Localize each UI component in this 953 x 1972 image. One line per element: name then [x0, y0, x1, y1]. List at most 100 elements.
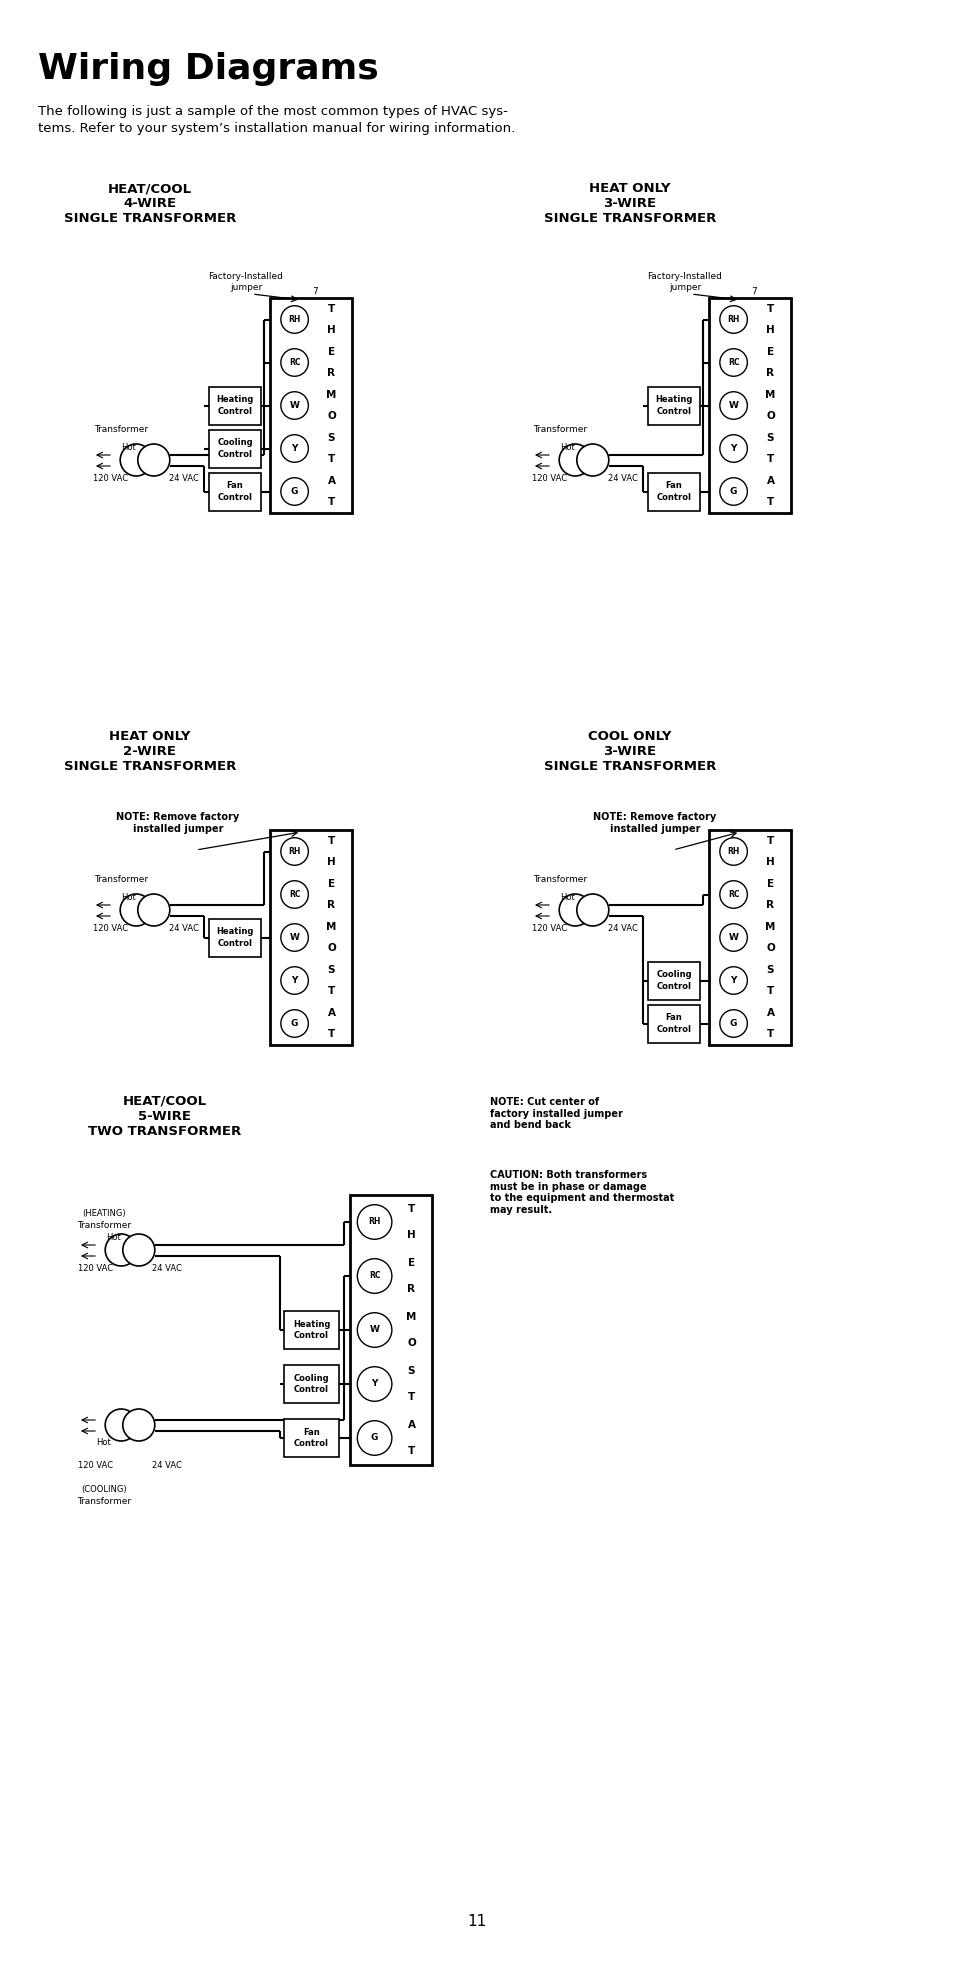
Text: T: T	[408, 1392, 415, 1402]
Bar	[209, 919, 261, 956]
Text: NOTE: Cut center of
factory installed jumper
and bend back: NOTE: Cut center of factory installed ju…	[490, 1096, 622, 1130]
Text: R: R	[407, 1284, 416, 1294]
Text: T: T	[328, 304, 335, 314]
Circle shape	[280, 923, 308, 951]
Circle shape	[720, 966, 746, 994]
Text: 7: 7	[312, 286, 317, 296]
Text: Control: Control	[656, 982, 691, 990]
Text: W: W	[369, 1325, 379, 1335]
Circle shape	[720, 923, 746, 951]
Text: O: O	[407, 1339, 416, 1349]
Text: R: R	[327, 901, 335, 911]
Bar	[647, 387, 700, 424]
Text: 24 VAC: 24 VAC	[607, 473, 638, 483]
Text: Control: Control	[217, 406, 253, 416]
Text: jumper: jumper	[230, 284, 262, 292]
Text: (HEATING): (HEATING)	[82, 1209, 126, 1219]
Text: RC: RC	[289, 359, 300, 367]
Text: Control: Control	[217, 493, 253, 501]
Text: O: O	[765, 412, 774, 422]
Text: 120 VAC: 120 VAC	[78, 1264, 113, 1274]
Text: Cooling: Cooling	[217, 438, 253, 448]
Text: M: M	[406, 1311, 416, 1321]
Circle shape	[280, 306, 308, 333]
Text: 7: 7	[750, 286, 756, 296]
Text: E: E	[766, 880, 773, 889]
Text: RC: RC	[727, 889, 739, 899]
Circle shape	[357, 1367, 392, 1402]
Text: 24 VAC: 24 VAC	[152, 1461, 182, 1469]
Text: R: R	[765, 901, 774, 911]
Text: G: G	[729, 1020, 737, 1027]
Circle shape	[105, 1234, 137, 1266]
Circle shape	[123, 1410, 154, 1442]
Text: T: T	[766, 304, 773, 314]
Text: RH: RH	[288, 316, 300, 323]
Text: The following is just a sample of the most common types of HVAC sys-: The following is just a sample of the mo…	[38, 105, 507, 118]
Text: 120 VAC: 120 VAC	[532, 925, 567, 933]
Text: (COOLING): (COOLING)	[81, 1485, 127, 1495]
Circle shape	[137, 444, 170, 475]
Text: RH: RH	[288, 848, 300, 856]
Text: R: R	[327, 369, 335, 379]
Text: Hot: Hot	[121, 444, 136, 452]
Text: Control: Control	[217, 939, 253, 949]
Circle shape	[577, 893, 608, 927]
Text: CAUTION: Both transformers
must be in phase or damage
to the equipment and therm: CAUTION: Both transformers must be in ph…	[490, 1169, 674, 1215]
Bar	[350, 1195, 432, 1465]
Text: RC: RC	[727, 359, 739, 367]
Text: HEAT/COOL
4-WIRE
SINGLE TRANSFORMER: HEAT/COOL 4-WIRE SINGLE TRANSFORMER	[64, 181, 236, 225]
Bar	[647, 962, 700, 1000]
Text: A: A	[327, 475, 335, 485]
Circle shape	[357, 1258, 392, 1294]
Text: E: E	[766, 347, 773, 357]
Text: Y: Y	[291, 976, 297, 984]
Text: RH: RH	[726, 848, 739, 856]
Text: T: T	[408, 1203, 415, 1213]
Text: Heating: Heating	[216, 927, 253, 937]
Text: Transformer: Transformer	[93, 426, 148, 434]
Text: T: T	[766, 497, 773, 507]
Text: Hot: Hot	[560, 893, 575, 901]
Text: 24 VAC: 24 VAC	[152, 1264, 182, 1274]
Text: RC: RC	[289, 889, 300, 899]
Text: M: M	[764, 390, 775, 400]
Circle shape	[280, 392, 308, 420]
Bar	[270, 298, 352, 513]
Circle shape	[280, 477, 308, 505]
Text: 120 VAC: 120 VAC	[93, 925, 129, 933]
Text: Fan: Fan	[227, 481, 243, 491]
Text: Control: Control	[294, 1440, 329, 1447]
Text: Heating: Heating	[216, 394, 253, 404]
Text: COOL ONLY
3-WIRE
SINGLE TRANSFORMER: COOL ONLY 3-WIRE SINGLE TRANSFORMER	[543, 730, 716, 773]
Bar	[708, 298, 790, 513]
Text: 120 VAC: 120 VAC	[93, 473, 129, 483]
Text: Cooling: Cooling	[656, 970, 691, 980]
Text: T: T	[766, 1029, 773, 1039]
Text: O: O	[765, 943, 774, 952]
Text: T: T	[328, 454, 335, 463]
Circle shape	[577, 444, 608, 475]
Text: 120 VAC: 120 VAC	[78, 1461, 113, 1469]
Text: Control: Control	[217, 450, 253, 459]
Text: Hot: Hot	[560, 444, 575, 452]
Text: HEAT ONLY
2-WIRE
SINGLE TRANSFORMER: HEAT ONLY 2-WIRE SINGLE TRANSFORMER	[64, 730, 236, 773]
Text: M: M	[326, 921, 336, 931]
Text: A: A	[327, 1008, 335, 1018]
Text: M: M	[764, 921, 775, 931]
Text: T: T	[766, 836, 773, 846]
Text: RH: RH	[368, 1217, 380, 1227]
Text: S: S	[328, 432, 335, 444]
Text: S: S	[766, 432, 774, 444]
Text: W: W	[728, 400, 738, 410]
Text: T: T	[328, 986, 335, 996]
Text: T: T	[766, 986, 773, 996]
Text: H: H	[327, 325, 335, 335]
Text: NOTE: Remove factory
installed jumper: NOTE: Remove factory installed jumper	[116, 812, 239, 834]
Circle shape	[720, 838, 746, 866]
Text: M: M	[326, 390, 336, 400]
Text: Transformer: Transformer	[533, 426, 586, 434]
Bar	[209, 430, 261, 467]
Text: Hot: Hot	[96, 1438, 112, 1447]
Text: Factory-Installed: Factory-Installed	[209, 272, 283, 280]
